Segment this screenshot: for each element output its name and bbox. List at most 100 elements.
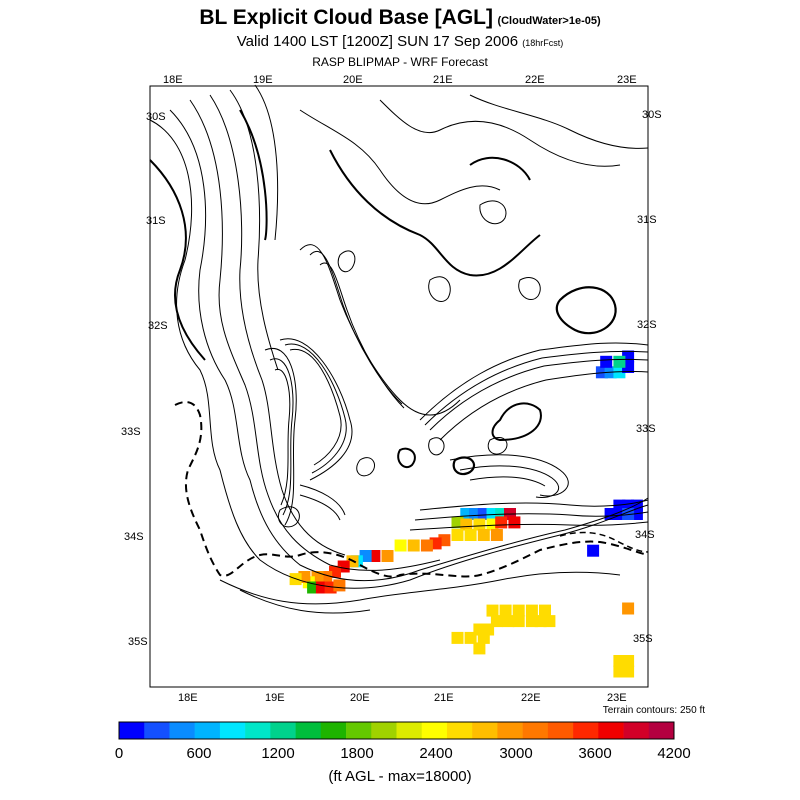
cloud-cell (539, 604, 551, 617)
colorbar-swatch (144, 722, 170, 739)
bottom-lon-label: 18E (178, 692, 198, 704)
colorbar-tick-label: 3000 (499, 745, 533, 762)
cloud-cell (407, 539, 420, 552)
cloud-cell (495, 516, 508, 529)
left-lat-label: 32S (148, 320, 168, 332)
cloud-cell (460, 518, 473, 531)
colorbar-swatch (522, 722, 549, 739)
right-lat-label: 32S (637, 319, 657, 331)
colorbar-swatch (194, 722, 221, 739)
left-lat-label: 33S (121, 426, 141, 438)
colorbar-swatch (598, 722, 624, 739)
plot-frame (149, 85, 649, 688)
colorbar-tick-label: 3600 (578, 745, 612, 762)
cloud-cell (451, 631, 464, 644)
cloud-cell (512, 604, 525, 617)
colorbar-units: (ft AGL - max=18000) (328, 768, 472, 785)
colorbar-tick-label: 1200 (261, 745, 295, 762)
colorbar-swatch (371, 722, 397, 739)
cloud-cell (587, 544, 600, 557)
cloud-cell (622, 602, 635, 615)
cloud-cell (451, 529, 464, 541)
colorbar-swatch (245, 722, 271, 739)
right-lat-label: 34S (635, 529, 655, 541)
cloud-cell (486, 604, 499, 617)
cloud-cell (420, 539, 433, 552)
colorbar-swatch (472, 722, 498, 739)
right-lat-label: 35S (633, 633, 653, 645)
colorbar-tick-label: 1800 (340, 745, 374, 762)
colorbar-tick-label: 0 (114, 745, 124, 762)
top-lon-label: 21E (433, 74, 453, 86)
cloud-cell (508, 516, 521, 529)
title-qualifier: (CloudWater>1e-05) (497, 15, 601, 27)
colorbar-swatch (421, 722, 448, 739)
terrain-contours (149, 84, 649, 614)
cloud-cell (464, 631, 477, 644)
top-lon-label: 20E (343, 74, 363, 86)
cloud-cell (477, 631, 490, 644)
title-main: BL Explicit Cloud Base [AGL] (199, 6, 493, 29)
colorbar-swatch (396, 722, 423, 739)
colorbar-swatch (497, 722, 523, 739)
cloud-cell (600, 355, 613, 368)
cloud-cell (473, 642, 486, 655)
colorbar-tick-label: 4200 (657, 745, 691, 762)
right-lat-label: 31S (637, 214, 657, 226)
bottom-lon-label: 23E (607, 692, 627, 704)
colorbar (118, 721, 675, 740)
colorbar-frame (118, 721, 675, 740)
valid-text: Valid 1400 LST [1200Z] SUN 17 Sep 2006 (236, 33, 519, 50)
left-lat-label: 34S (124, 531, 144, 543)
colorbar-swatch (623, 722, 650, 739)
bottom-lon-label: 19E (265, 692, 285, 704)
right-lat-label: 33S (636, 423, 656, 435)
cloud-cell (525, 604, 538, 617)
left-lat-label: 35S (128, 636, 148, 648)
cloud-cell (613, 355, 626, 368)
colorbar-swatch (119, 722, 145, 739)
forecast-hour: (18hrFcst) (522, 38, 564, 48)
colorbar-swatch (169, 722, 195, 739)
top-lon-label: 23E (617, 74, 637, 86)
bottom-lon-label: 22E (521, 692, 541, 704)
cloud-cell (473, 518, 486, 531)
colorbar-swatch (219, 722, 246, 739)
colorbar-swatch (648, 722, 675, 739)
left-lat-label: 31S (146, 215, 166, 227)
cloud-cell (394, 539, 407, 552)
colorbar-swatch (270, 722, 296, 739)
colorbar-swatch (547, 722, 574, 739)
colorbar-swatch (573, 722, 599, 739)
top-lon-label: 22E (525, 74, 545, 86)
cloud-cell (490, 529, 503, 541)
colorbar-swatch (295, 722, 322, 739)
cloud-cell (613, 655, 626, 667)
left-lat-label: 30S (146, 111, 166, 123)
cloud-cell (464, 529, 477, 541)
bottom-lon-label: 21E (434, 692, 454, 704)
cloud-cell (512, 615, 525, 628)
cloud-cell (381, 550, 394, 562)
right-lat-label: 30S (642, 109, 662, 121)
cloud-cell (543, 615, 556, 628)
colorbar-tick-label: 2400 (419, 745, 453, 762)
cloud-cell (477, 529, 490, 541)
chart-title: BL Explicit Cloud Base [AGL] (CloudWater… (0, 6, 800, 30)
colorbar-swatch (346, 722, 372, 739)
colorbar-swatch (320, 722, 347, 739)
cloud-cell (502, 615, 515, 628)
top-lon-label: 19E (253, 74, 273, 86)
valid-time: Valid 1400 LST [1200Z] SUN 17 Sep 2006 (… (0, 33, 800, 50)
cloud-cell (499, 604, 512, 617)
bottom-lon-label: 20E (350, 692, 370, 704)
cloud-cell (490, 615, 503, 628)
source-label: RASP BLIPMAP - WRF Forecast (312, 55, 488, 69)
colorbar-swatch (446, 722, 473, 739)
top-lon-label: 18E (163, 74, 183, 86)
colorbar-tick-label: 600 (186, 745, 212, 762)
terrain-contour-note: Terrain contours: 250 ft (602, 705, 705, 716)
cloud-cell (333, 579, 346, 592)
cloud-cell (613, 665, 626, 678)
